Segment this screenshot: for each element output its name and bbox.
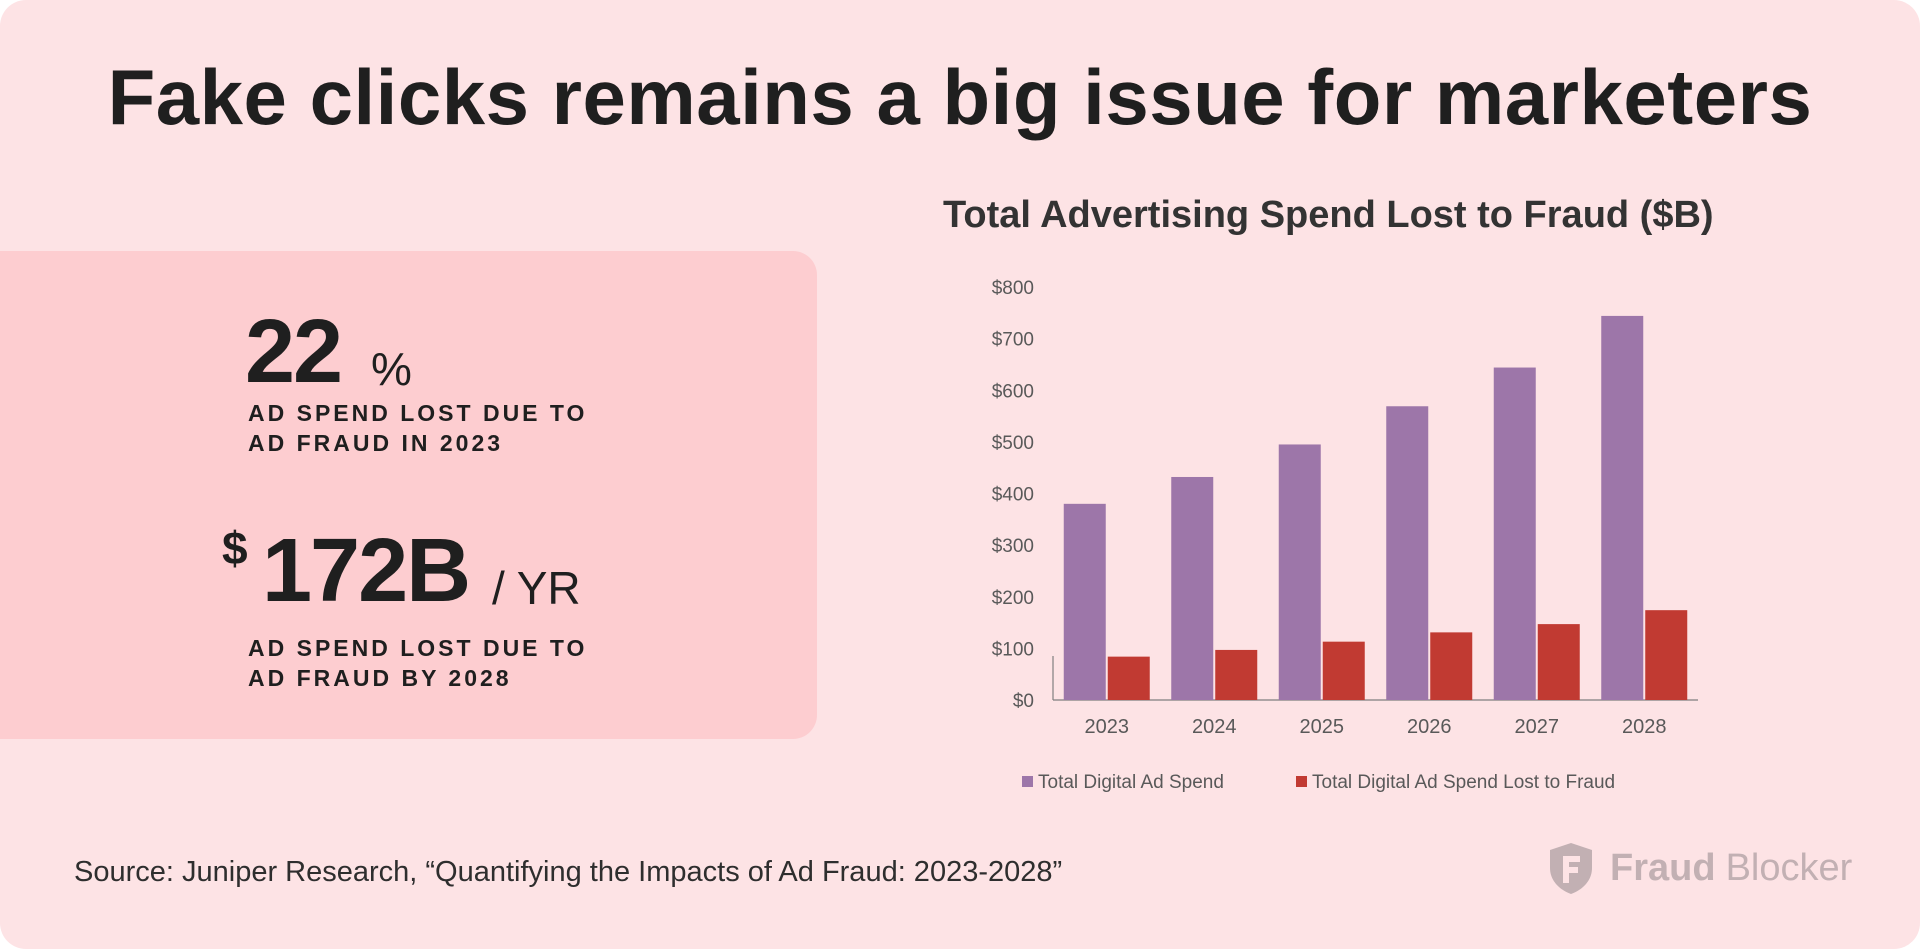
stats-panel <box>0 251 817 739</box>
shield-f-icon <box>1550 843 1592 894</box>
y-tick-label: $700 <box>992 330 1034 351</box>
bar-ad-spend-2027 <box>1493 367 1536 700</box>
y-tick-label: $500 <box>992 433 1034 454</box>
bar-fraud-loss-2028 <box>1645 610 1688 700</box>
stat-amount-caption-line2: AD FRAUD BY 2028 <box>248 665 512 691</box>
stat-percent-caption-line1: AD SPEND LOST DUE TO <box>248 400 588 426</box>
y-tick-label: $100 <box>992 639 1034 660</box>
legend-label-0: Total Digital Ad Spend <box>1038 772 1224 793</box>
stat-percent-unit: % <box>371 343 412 395</box>
legend-swatch-0 <box>1022 776 1033 787</box>
y-tick-label: $800 <box>992 278 1034 299</box>
y-tick-label: $300 <box>992 536 1034 557</box>
fraud-blocker-logo: Fraud Blocker <box>1546 841 1852 895</box>
stat-percent-caption-line2: AD FRAUD IN 2023 <box>248 430 504 456</box>
x-tick-label: 2025 <box>1300 716 1345 738</box>
bar-ad-spend-2025 <box>1278 444 1321 700</box>
y-tick-label: $400 <box>992 485 1034 506</box>
x-tick-label: 2023 <box>1085 716 1130 738</box>
x-tick-label: 2028 <box>1622 716 1667 738</box>
stat-amount-currency: $ <box>222 522 248 574</box>
chart-title: Total Advertising Spend Lost to Fraud ($… <box>943 194 1714 236</box>
source-citation: Source: Juniper Research, “Quantifying t… <box>74 856 1063 888</box>
y-tick-label: $600 <box>992 381 1034 402</box>
stat-amount-caption-line1: AD SPEND LOST DUE TO <box>248 635 588 661</box>
bar-ad-spend-2023 <box>1063 503 1106 700</box>
bar-ad-spend-2026 <box>1386 406 1429 700</box>
y-tick-label: $200 <box>992 588 1034 609</box>
y-tick-label: $0 <box>1013 691 1034 712</box>
x-tick-label: 2027 <box>1515 716 1560 738</box>
bar-fraud-loss-2024 <box>1215 649 1258 700</box>
legend-label-1: Total Digital Ad Spend Lost to Fraud <box>1312 772 1615 793</box>
bar-fraud-loss-2027 <box>1537 624 1580 700</box>
x-tick-label: 2026 <box>1407 716 1452 738</box>
bar-fraud-loss-2025 <box>1322 641 1365 700</box>
bar-ad-spend-2028 <box>1601 315 1644 700</box>
bar-ad-spend-2024 <box>1171 476 1214 700</box>
stat-percent-value: 22 <box>245 302 343 402</box>
legend-swatch-1 <box>1296 776 1307 787</box>
logo-word-fraud: Fraud <box>1610 846 1716 889</box>
x-tick-label: 2024 <box>1192 716 1237 738</box>
bar-fraud-loss-2026 <box>1430 632 1473 700</box>
stat-amount-unit: / YR <box>492 562 581 614</box>
bar-fraud-loss-2023 <box>1107 656 1150 700</box>
stat-amount-value: 172B <box>262 521 471 621</box>
logo-word-blocker: Blocker <box>1725 846 1853 889</box>
stat-amount-caption: AD SPEND LOST DUE TO AD FRAUD BY 2028 <box>248 633 587 693</box>
headline: Fake clicks remains a big issue for mark… <box>107 53 1813 141</box>
stat-percent-caption: AD SPEND LOST DUE TO AD FRAUD IN 2023 <box>248 398 587 458</box>
